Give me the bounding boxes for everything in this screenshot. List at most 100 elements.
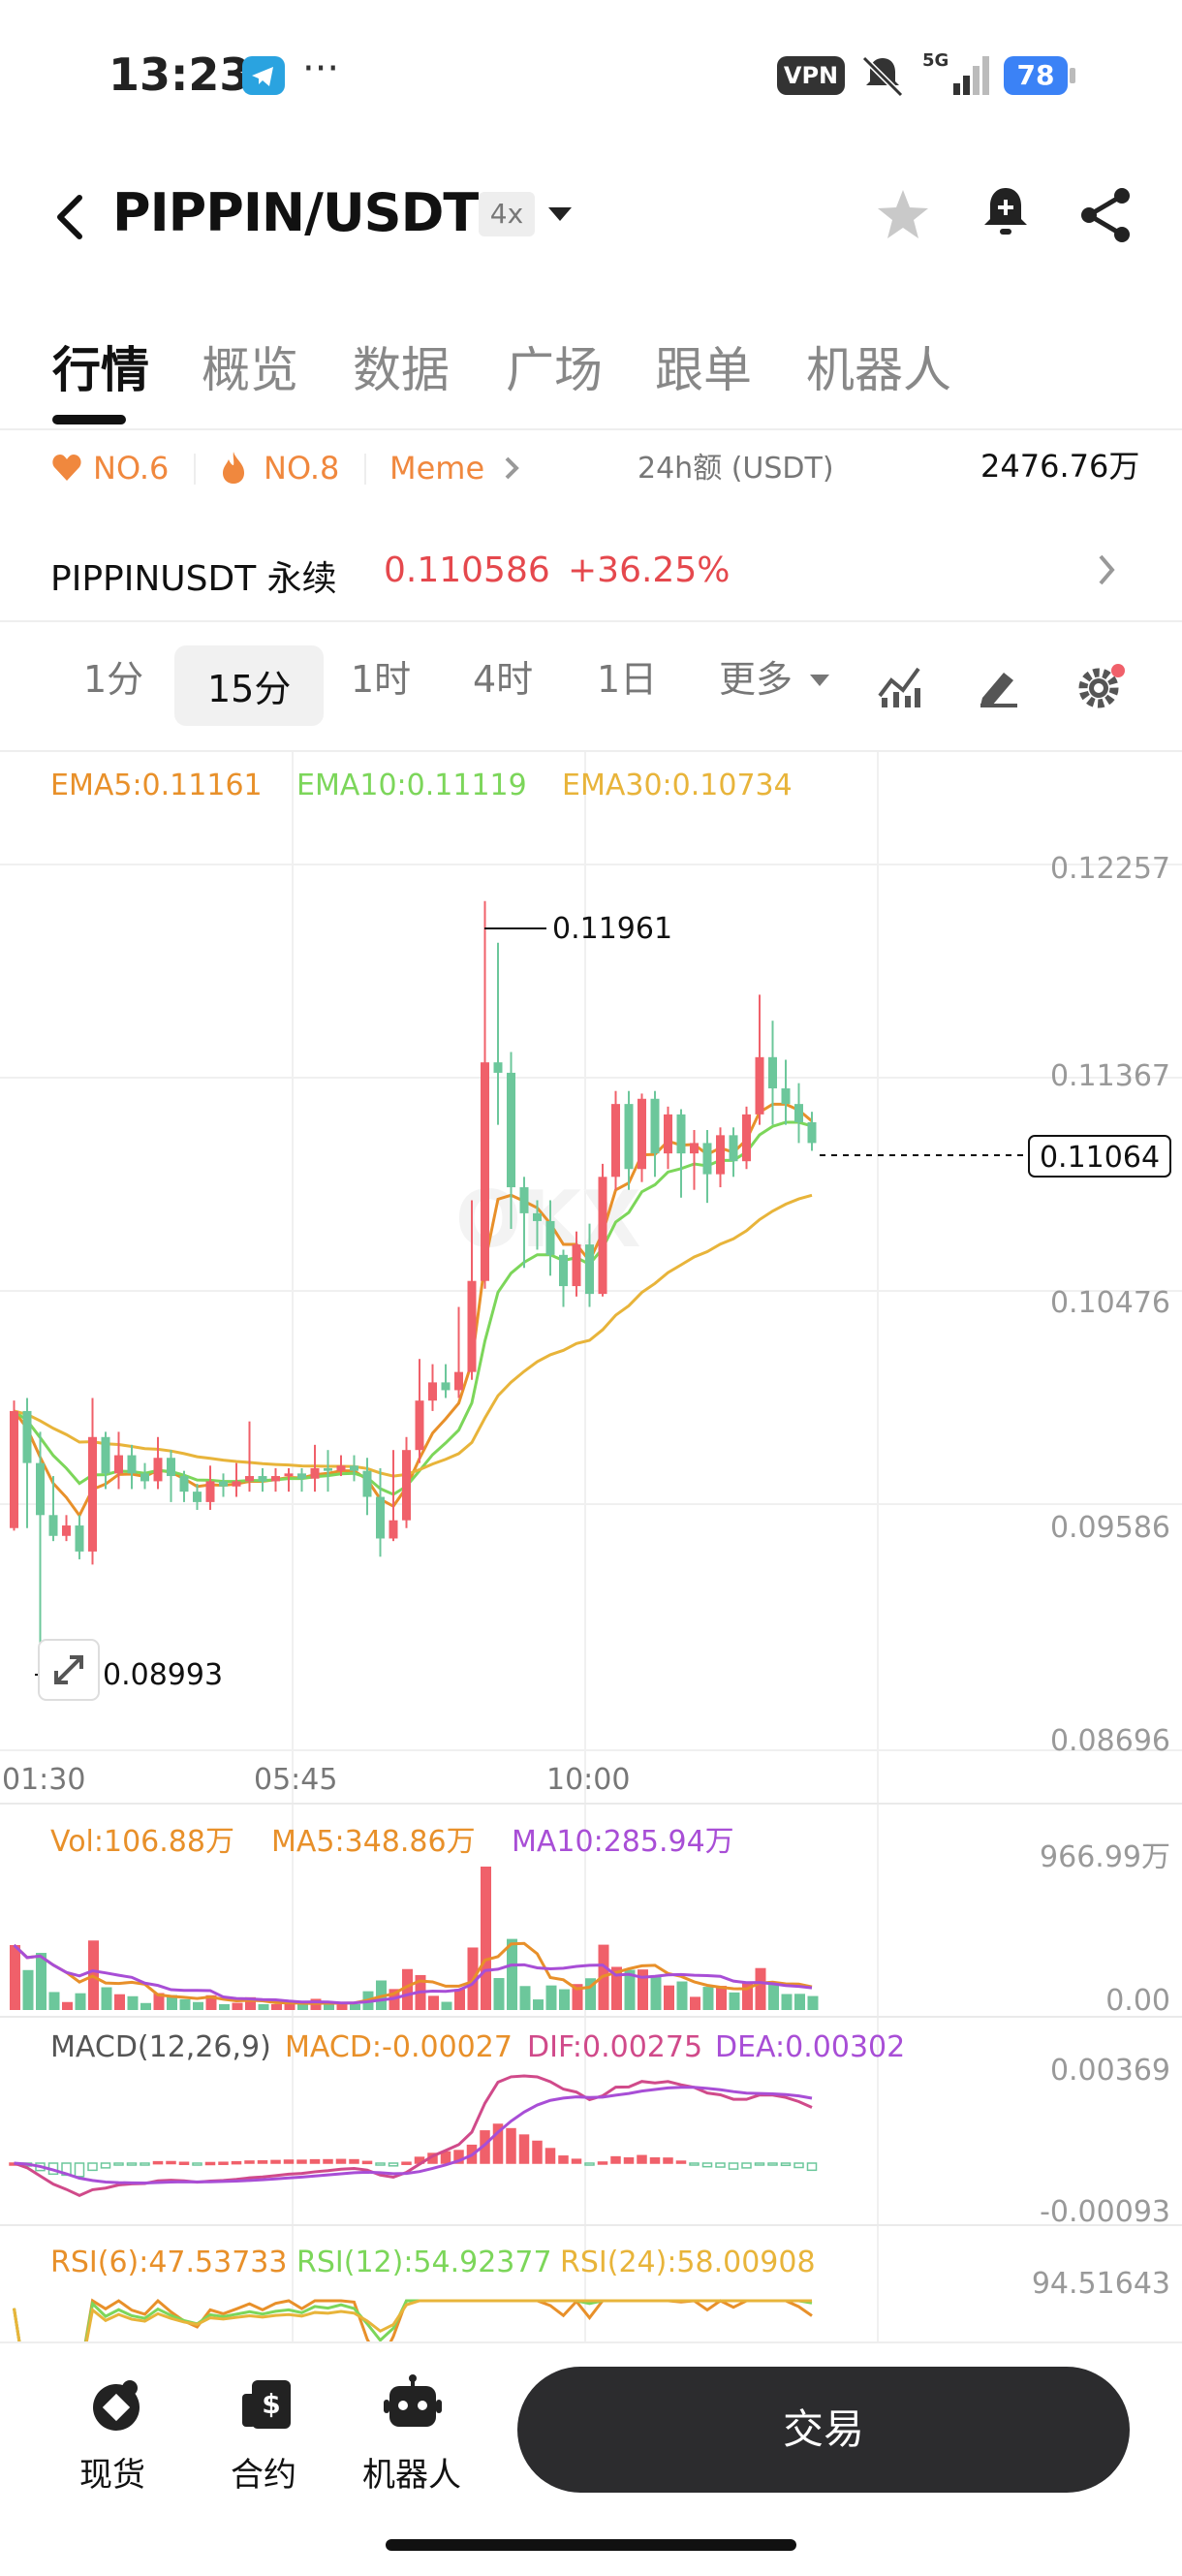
- top-tabs: 行情 概览 数据 广场 跟单 机器人: [0, 310, 1182, 430]
- nav-spot[interactable]: 现货: [79, 2456, 145, 2495]
- macd-bar: [375, 2162, 386, 2166]
- back-icon[interactable]: [50, 190, 89, 244]
- nav-robot[interactable]: 机器人: [362, 2456, 461, 2495]
- candle: [245, 1476, 254, 1482]
- macd-bar: [178, 2161, 190, 2165]
- draw-pen-icon[interactable]: [975, 663, 1021, 709]
- macd-bar: [741, 2162, 752, 2169]
- robot-icon[interactable]: [382, 2372, 444, 2435]
- volume-bar: [794, 1994, 805, 2010]
- macd-bar: [257, 2160, 268, 2164]
- rank-badge-2[interactable]: NO.8: [264, 450, 340, 487]
- macd-bar: [793, 2162, 804, 2169]
- macd-bar: [126, 2162, 138, 2166]
- perp-change: +36.25%: [568, 550, 731, 590]
- macd-bar: [166, 2160, 176, 2165]
- candle: [376, 1496, 385, 1539]
- volume-bar: [271, 2004, 282, 2010]
- interval-more[interactable]: 更多: [719, 658, 793, 701]
- rsi24-legend: RSI(24):58.00908: [560, 2246, 816, 2279]
- kline-chart[interactable]: EMA5:0.11161 EMA10:0.11119 EMA30:0.10734…: [0, 752, 1182, 2393]
- tab-square[interactable]: 广场: [506, 342, 603, 398]
- macd-bar: [309, 2158, 321, 2164]
- volume-bar: [768, 1982, 779, 2010]
- bell-plus-icon[interactable]: [975, 182, 1037, 244]
- perp-name[interactable]: PIPPINUSDT 永续: [50, 559, 337, 599]
- share-icon[interactable]: [1075, 184, 1137, 246]
- macd-bar: [584, 2162, 595, 2166]
- caret-down-icon[interactable]: [548, 207, 572, 221]
- candle: [22, 1410, 32, 1463]
- volume-bar: [167, 1995, 177, 2010]
- macd-bar: [780, 2162, 792, 2167]
- macd-bar: [231, 2160, 242, 2165]
- interval-1m[interactable]: 1分: [83, 658, 144, 701]
- candle: [284, 1473, 294, 1477]
- candle: [350, 1465, 358, 1471]
- dif-line: [13, 2074, 813, 2198]
- macd-bar: [74, 2162, 85, 2178]
- candle: [690, 1143, 699, 1154]
- candle: [114, 1455, 123, 1474]
- trade-button[interactable]: 交易: [517, 2367, 1130, 2493]
- ema30-line: [14, 1193, 813, 1478]
- interval-1h[interactable]: 1时: [351, 658, 412, 701]
- volume-bar: [807, 1995, 819, 2010]
- candle: [702, 1143, 712, 1175]
- chevron-right-icon[interactable]: [502, 456, 521, 481]
- price-axis-label: 0.10476: [1050, 1286, 1170, 1320]
- volume-bar: [284, 2004, 296, 2010]
- candle: [781, 1088, 791, 1105]
- interval-15m[interactable]: 15分: [174, 645, 325, 726]
- home-indicator[interactable]: [386, 2539, 796, 2551]
- volume-bar: [572, 1984, 583, 2010]
- tab-robot[interactable]: 机器人: [806, 342, 951, 398]
- macd-bar: [767, 2162, 778, 2166]
- interval-4h[interactable]: 4时: [473, 658, 534, 701]
- chevron-right-icon[interactable]: [1095, 552, 1118, 587]
- tab-market[interactable]: 行情: [52, 342, 149, 398]
- leverage-badge[interactable]: 4x: [479, 192, 535, 236]
- volume-bar: [716, 1986, 727, 2010]
- tab-overview[interactable]: 概览: [202, 342, 298, 398]
- contract-icon[interactable]: $: [238, 2374, 296, 2433]
- divider: [0, 750, 1182, 752]
- nav-contract[interactable]: 合约: [231, 2456, 296, 2495]
- price-axis-label: 0.12257: [1050, 852, 1170, 886]
- volume-bar: [441, 2001, 452, 2010]
- macd-bar: [689, 2162, 700, 2166]
- macd-bar: [701, 2162, 713, 2168]
- macd-bar: [204, 2161, 216, 2166]
- candle: [467, 1280, 477, 1372]
- gear-icon[interactable]: [1075, 661, 1126, 711]
- indicator-icon[interactable]: [876, 663, 922, 709]
- candle: [48, 1515, 58, 1536]
- candle: [768, 1056, 777, 1089]
- macd-bar: [637, 2154, 647, 2164]
- macd-histogram: [9, 2123, 818, 2178]
- flame-icon: [219, 450, 248, 485]
- volume-bar: [507, 1938, 517, 2010]
- candle: [454, 1371, 463, 1391]
- tab-copy[interactable]: 跟单: [655, 342, 752, 398]
- caret-down-icon[interactable]: [810, 675, 829, 686]
- candle: [153, 1458, 163, 1482]
- volume-bar: [493, 1978, 505, 2010]
- star-icon[interactable]: [872, 184, 934, 246]
- interval-1d[interactable]: 1日: [597, 658, 658, 701]
- spot-icon[interactable]: [87, 2376, 145, 2435]
- tab-data[interactable]: 数据: [353, 342, 450, 398]
- meme-tag[interactable]: Meme: [389, 450, 485, 487]
- badge-separator: [194, 454, 196, 485]
- rank-badge-1[interactable]: NO.6: [93, 450, 170, 487]
- pair-title[interactable]: PIPPIN/USDT: [112, 182, 479, 243]
- candle: [271, 1476, 280, 1482]
- volume-bar: [10, 1945, 20, 2010]
- expand-icon[interactable]: [38, 1639, 100, 1701]
- battery-indicator: 78: [1004, 56, 1075, 95]
- candle: [258, 1476, 267, 1482]
- volume-bar: [690, 1996, 700, 2010]
- candle: [519, 1187, 529, 1213]
- more-status-icon: ···: [302, 47, 340, 91]
- volume-bar: [179, 1998, 191, 2010]
